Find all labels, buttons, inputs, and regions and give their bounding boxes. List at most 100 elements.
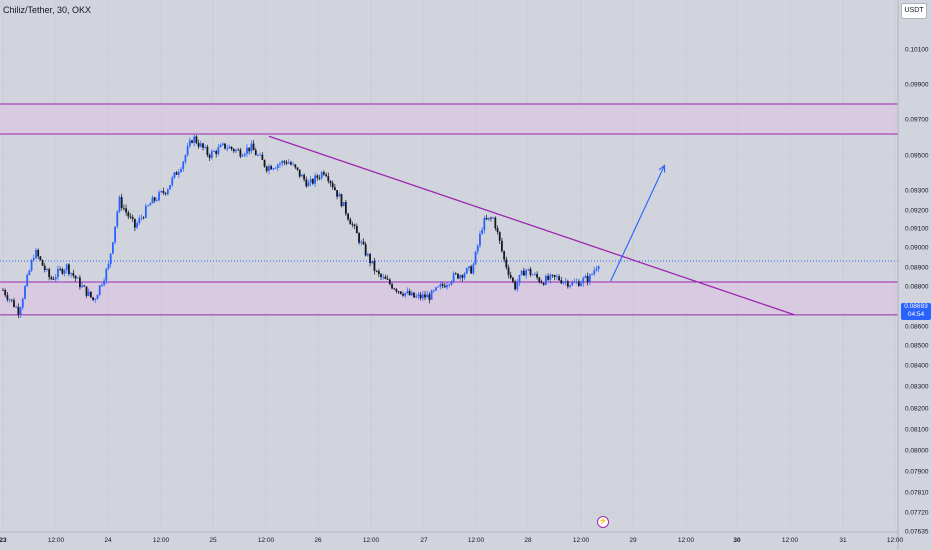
currency-button[interactable]: USDT xyxy=(901,3,927,19)
candle xyxy=(380,274,382,277)
candle xyxy=(402,293,404,296)
candle xyxy=(540,282,543,284)
price-tick-label: 0.08300 xyxy=(905,383,929,391)
candle xyxy=(105,268,108,281)
candle xyxy=(584,276,587,279)
candle xyxy=(221,143,224,145)
candle xyxy=(276,164,279,168)
projection-arrow xyxy=(610,165,665,282)
candle xyxy=(206,146,209,155)
candle xyxy=(83,285,86,287)
candle xyxy=(320,172,323,178)
candle xyxy=(109,253,112,265)
candle xyxy=(296,167,299,170)
candle xyxy=(331,183,334,188)
candle xyxy=(593,270,596,274)
candle xyxy=(549,274,552,280)
candle xyxy=(463,273,466,278)
candle xyxy=(591,273,593,275)
candle xyxy=(426,294,429,298)
candle xyxy=(421,294,424,299)
candle xyxy=(184,155,187,162)
candle xyxy=(571,282,574,286)
time-tick-label: 28 xyxy=(524,537,532,544)
candle xyxy=(494,217,497,229)
candle xyxy=(85,286,88,296)
symbol-title[interactable]: Chiliz/Tether, 30, OKX xyxy=(3,5,92,15)
candle xyxy=(204,146,207,148)
candle xyxy=(103,280,106,285)
candle xyxy=(265,166,268,171)
candle xyxy=(127,212,130,217)
last-price-value: 0.08693 xyxy=(904,303,928,310)
candle xyxy=(191,140,193,143)
candle xyxy=(125,208,127,213)
candle xyxy=(452,273,455,282)
candle xyxy=(116,211,119,227)
candle xyxy=(322,172,325,175)
candle xyxy=(564,281,567,283)
time-tick-label: 12:00 xyxy=(152,537,170,544)
candle xyxy=(536,273,538,278)
candle xyxy=(230,146,233,150)
candle xyxy=(312,179,314,184)
candle xyxy=(325,174,327,177)
candle xyxy=(384,276,387,279)
candle xyxy=(490,217,492,219)
candle xyxy=(118,197,121,212)
candle xyxy=(301,174,303,177)
candle xyxy=(250,143,253,152)
candle xyxy=(560,280,563,284)
candle xyxy=(61,269,64,274)
candle xyxy=(166,189,169,194)
candle xyxy=(388,279,391,285)
candle xyxy=(232,149,235,152)
arrow-head-icon xyxy=(658,164,666,173)
candle xyxy=(395,289,398,292)
lightning-icon[interactable]: ⚡ xyxy=(597,516,609,528)
price-tick-label: 0.09100 xyxy=(905,225,929,233)
candle xyxy=(580,283,582,287)
candle xyxy=(399,291,402,294)
candle xyxy=(496,228,499,232)
candle xyxy=(54,277,57,280)
candle xyxy=(439,284,442,287)
candle xyxy=(239,149,242,157)
candle xyxy=(547,275,549,280)
candle xyxy=(553,275,556,277)
candle xyxy=(65,264,68,271)
price-tick-label: 0.09000 xyxy=(905,244,929,252)
candle xyxy=(566,281,569,287)
candle xyxy=(76,277,79,279)
candle xyxy=(419,294,422,299)
time-tick-label: 12:00 xyxy=(677,537,695,544)
candle xyxy=(160,191,163,193)
trend-line xyxy=(268,135,795,316)
candles-layer[interactable] xyxy=(2,134,600,319)
candle xyxy=(520,270,523,275)
candle xyxy=(39,256,42,260)
candle xyxy=(15,306,18,308)
candle xyxy=(292,164,295,166)
candle xyxy=(101,284,103,286)
candle xyxy=(246,147,248,154)
candle xyxy=(542,283,545,285)
candle xyxy=(307,182,310,187)
price-tick-label: 0.09300 xyxy=(905,187,929,195)
time-tick-label: 12:00 xyxy=(257,537,275,544)
candle xyxy=(98,285,101,295)
time-tick-label: 31 xyxy=(839,537,847,544)
candle xyxy=(114,226,116,243)
candle xyxy=(81,285,84,288)
candle xyxy=(144,205,147,218)
candle xyxy=(582,278,585,284)
candle xyxy=(285,162,288,164)
candle xyxy=(366,253,369,256)
candle xyxy=(470,266,473,274)
candle xyxy=(476,245,479,252)
candle xyxy=(283,161,286,163)
candle xyxy=(309,179,312,183)
price-tick-label: 0.08100 xyxy=(905,426,929,434)
candle xyxy=(281,161,284,164)
